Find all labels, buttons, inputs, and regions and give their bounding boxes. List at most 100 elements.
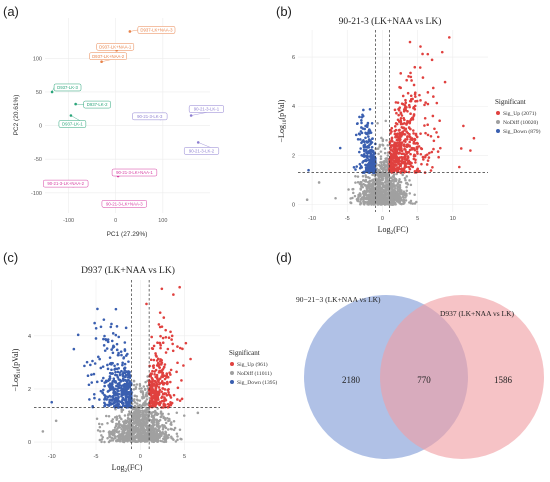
volcano-c-point-down [103,349,107,352]
volcano-b-point-up [397,107,400,111]
volcano-b-point-down [360,121,363,125]
volcano-c-point-down [88,398,91,401]
volcano-b-point-nodiff [401,173,404,177]
venn-panel: 90−21−3 (LK+NAA vs LK) D937 (LK+NAA vs L… [296,295,544,459]
volcano-b-point-nodiff [385,157,389,160]
volcano-c-point-nodiff [164,421,168,425]
volcano-b-point-up [390,167,393,170]
volcano-b-point-down [361,161,364,164]
volcano-b-legend-title: Significant [495,98,526,106]
volcano-c-point-down [118,381,121,385]
volcano-b-point-up [393,151,396,154]
volcano-b-point-nodiff [381,139,385,143]
volcano-b-point-nodiff [347,188,350,191]
volcano-b-point-up [409,152,412,156]
volcano-b-point-nodiff [371,190,375,193]
volcano-c-y-tick-label: 2 [28,387,31,393]
volcano-c-point-up [163,363,167,366]
volcano-c-point-nodiff [166,417,169,420]
volcano-b-point-up [400,155,404,159]
volcano-b-point-down [366,121,370,125]
volcano-c-y-axis-label: −Log10(pVal) [11,348,22,391]
volcano-b-point-up [413,65,417,69]
volcano-b-point-up [388,169,392,172]
volcano-c-point-up [168,371,171,375]
volcano-c-point-down [112,400,116,404]
volcano-b-point-up [405,143,409,147]
volcano-c-point-nodiff [131,418,135,422]
volcano-c-point-up [160,361,164,365]
volcano-c-point-up [163,396,166,399]
volcano-c-point-nodiff [156,407,159,410]
volcano-b-point-up [423,116,427,120]
volcano-b-point-up [393,132,397,136]
volcano-c-point-down [128,370,131,374]
volcano-c-point-down [98,357,101,361]
pca-point-label-box [183,147,220,155]
volcano-b-point-up [418,66,422,69]
volcano-b-point-nodiff [380,174,383,177]
volcano-b-point-nodiff [391,189,394,193]
volcano-b-point-nodiff [379,157,383,161]
volcano-c-point-up [172,293,175,296]
volcano-c-point-down [101,365,105,368]
volcano-b-point-up [398,151,401,155]
volcano-c-point-up [178,346,182,350]
volcano-b-point-down [366,170,370,173]
volcano-b-point-outlier [447,36,451,39]
volcano-c-point-nodiff [151,434,155,437]
volcano-b-point-outlier [462,124,465,128]
volcano-c-point-down [102,376,105,380]
volcano-c-point-nodiff [117,424,121,428]
volcano-c-point-nodiff [146,428,149,432]
volcano-b-point-up [399,170,403,174]
volcano-c-point-nodiff [121,425,124,428]
volcano-c-point-nodiff [138,437,142,440]
volcano-c-point-up [150,391,154,395]
volcano-b-point-up [403,166,406,170]
volcano-c-point-down [123,349,127,352]
volcano-c-point-up [156,383,159,386]
volcano-c-point-nodiff [120,408,123,412]
volcano-c-point-up [159,346,162,350]
volcano-b-point-up [411,118,415,121]
volcano-b-legend-marker [496,129,500,133]
volcano-b-point-down [368,151,372,155]
volcano-b-point-nodiff [415,200,418,204]
volcano-b-point-up [408,167,412,171]
volcano-b-point-nodiff [393,180,396,183]
volcano-b-point-down [370,165,374,169]
volcano-c-point-up [184,341,188,345]
volcano-b-point-up [408,121,412,125]
volcano-c-point-nodiff [149,425,152,429]
volcano-b-point-up [419,99,422,102]
volcano-b-point-up [404,127,408,131]
panel-label-a: (a) [3,4,19,19]
volcano-c-point-down [120,394,123,398]
volcano-b-point-nodiff [351,187,355,191]
volcano-b-point-nodiff [390,196,393,200]
volcano-c-point-nodiff [127,413,130,416]
pca-point-label-box [188,105,224,113]
volcano-c-point-nodiff [110,439,113,442]
volcano-b-point-up [393,108,397,112]
volcano-b-point-nodiff [356,180,360,184]
volcano-b-point-up [396,134,399,138]
volcano-c-point-up [171,342,174,346]
volcano-c-point-nodiff [170,436,173,440]
volcano-c-point-up [165,380,169,384]
volcano-b-point-up [408,105,411,109]
volcano-c-point-nodiff [114,408,117,411]
volcano-c-point-up [169,368,173,372]
volcano-b-point-up [408,135,411,138]
volcano-c-point-up [156,361,160,365]
volcano-c-point-down [117,351,120,355]
volcano-b-point-up [416,152,419,155]
volcano-b-point-up [396,118,400,122]
volcano-b-point-up [398,128,401,132]
volcano-b-point-nodiff [369,195,373,198]
venn-intersection-count: 770 [417,375,431,385]
volcano-c-point-nodiff [149,418,153,422]
volcano-b-point-up [419,147,423,150]
volcano-b-point-nodiff [405,175,408,178]
